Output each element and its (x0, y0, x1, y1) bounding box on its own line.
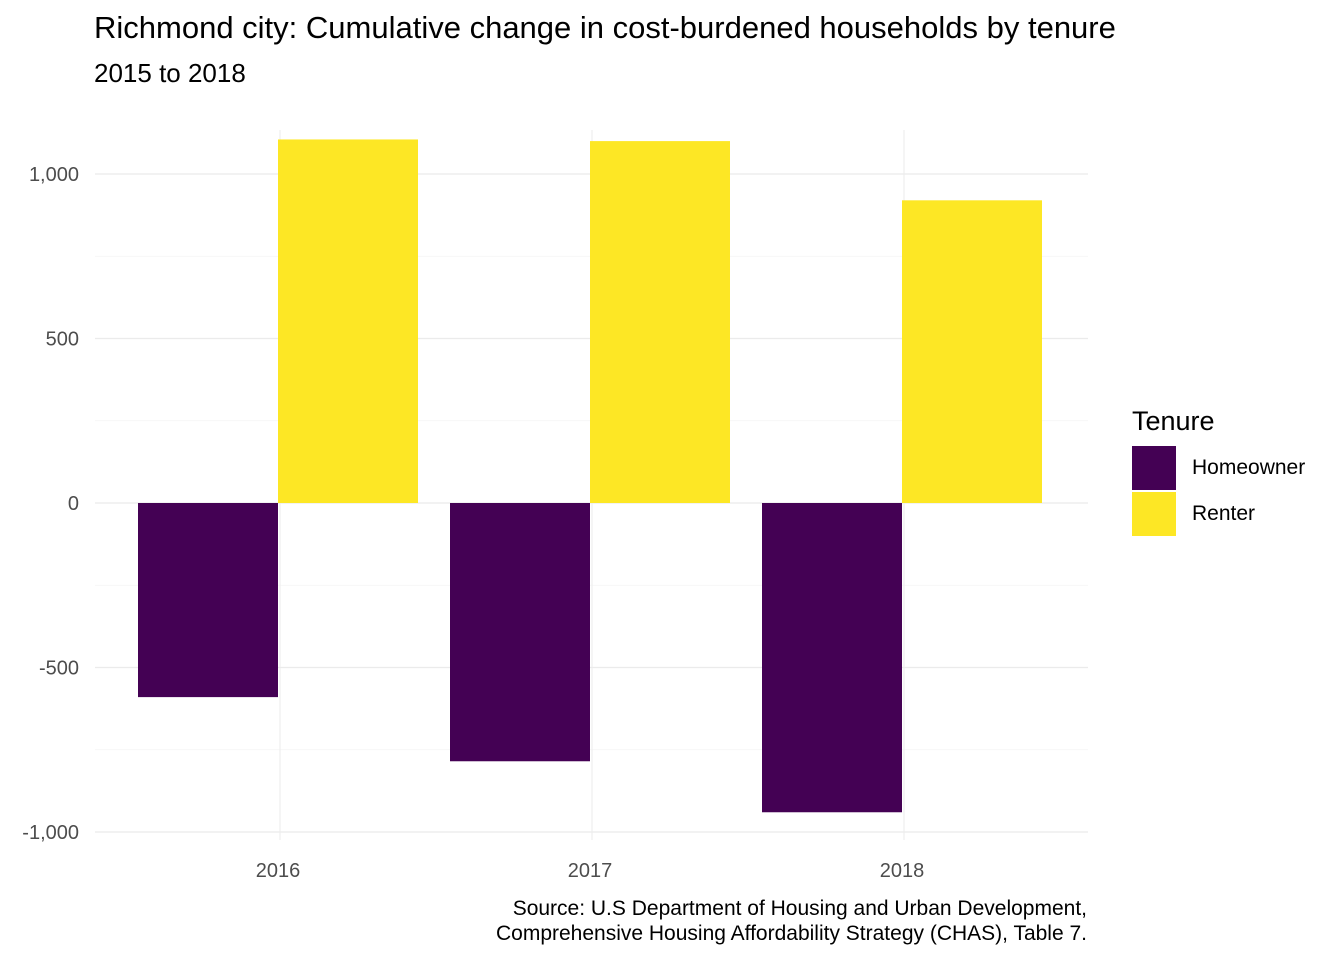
bar-renter-2016 (278, 139, 418, 503)
bar-renter-2018 (902, 200, 1042, 503)
source-caption: Source: U.S Department of Housing and Ur… (496, 896, 1087, 946)
legend-item-renter: Renter (1132, 491, 1305, 537)
legend-swatch-homeowner (1132, 446, 1176, 490)
y-tick-label: -500 (39, 658, 79, 680)
caption-line-1: Source: U.S Department of Housing and Ur… (512, 897, 1087, 920)
x-axis-ticks: 2016 2017 2018 (256, 860, 925, 882)
chart-subtitle: 2015 to 2018 (94, 58, 246, 88)
legend-label-homeowner: Homeowner (1192, 456, 1306, 479)
y-tick-label: 500 (46, 329, 79, 351)
caption-line-2: Comprehensive Housing Affordability Stra… (495, 922, 1087, 945)
legend-label-renter: Renter (1192, 502, 1256, 525)
legend: Tenure Homeowner Renter (1132, 406, 1305, 537)
y-tick-label: -1,000 (22, 822, 79, 844)
legend-title: Tenure (1132, 406, 1215, 436)
y-tick-label: 0 (68, 493, 79, 515)
bar-renter-2017 (590, 141, 730, 503)
bar-homeowner-2017 (450, 503, 590, 762)
bar-homeowner-2016 (138, 503, 278, 698)
legend-item-homeowner: Homeowner (1132, 445, 1305, 491)
chart-title: Richmond city: Cumulative change in cost… (94, 10, 1116, 45)
x-tick-label: 2017 (568, 860, 613, 882)
bar-homeowner-2018 (762, 503, 902, 813)
x-tick-label: 2016 (256, 860, 301, 882)
y-axis-ticks: -1,000 -500 0 500 1,000 (22, 164, 79, 844)
bars (138, 139, 1042, 813)
y-tick-label: 1,000 (29, 164, 79, 186)
legend-swatch-renter (1132, 492, 1176, 536)
x-tick-label: 2018 (880, 860, 925, 882)
